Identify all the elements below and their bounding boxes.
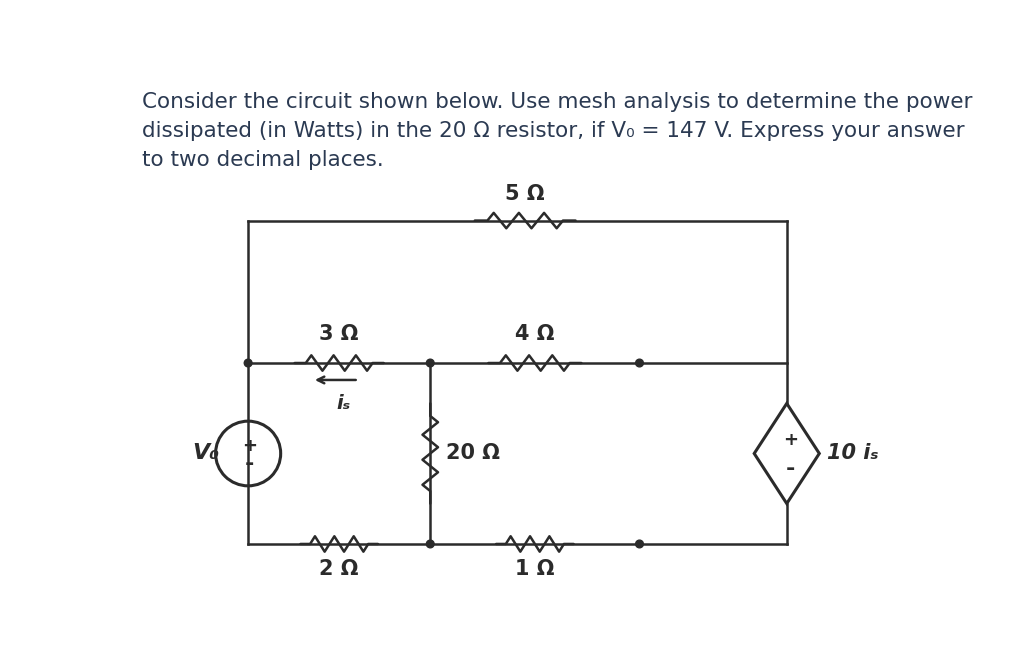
Text: -: - [786,459,796,479]
Text: 20 Ω: 20 Ω [445,443,500,464]
Circle shape [636,359,643,367]
Text: +: + [783,430,798,449]
Text: 4 Ω: 4 Ω [515,324,555,344]
Text: V₀: V₀ [193,443,219,464]
Text: iₛ: iₛ [336,394,350,413]
Text: dissipated (in Watts) in the 20 Ω resistor, if V₀ = 147 V. Express your answer: dissipated (in Watts) in the 20 Ω resist… [142,121,965,141]
Text: 5 Ω: 5 Ω [506,184,545,204]
Text: Consider the circuit shown below. Use mesh analysis to determine the power: Consider the circuit shown below. Use me… [142,92,973,112]
Text: 10 iₛ: 10 iₛ [827,443,879,464]
Text: -: - [245,454,254,475]
Circle shape [245,359,252,367]
Text: 2 Ω: 2 Ω [319,559,359,579]
Text: +: + [242,437,257,455]
Circle shape [426,359,434,367]
Text: to two decimal places.: to two decimal places. [142,150,384,171]
Text: 3 Ω: 3 Ω [319,324,359,344]
Circle shape [426,540,434,548]
Text: 1 Ω: 1 Ω [515,559,555,579]
Circle shape [636,540,643,548]
